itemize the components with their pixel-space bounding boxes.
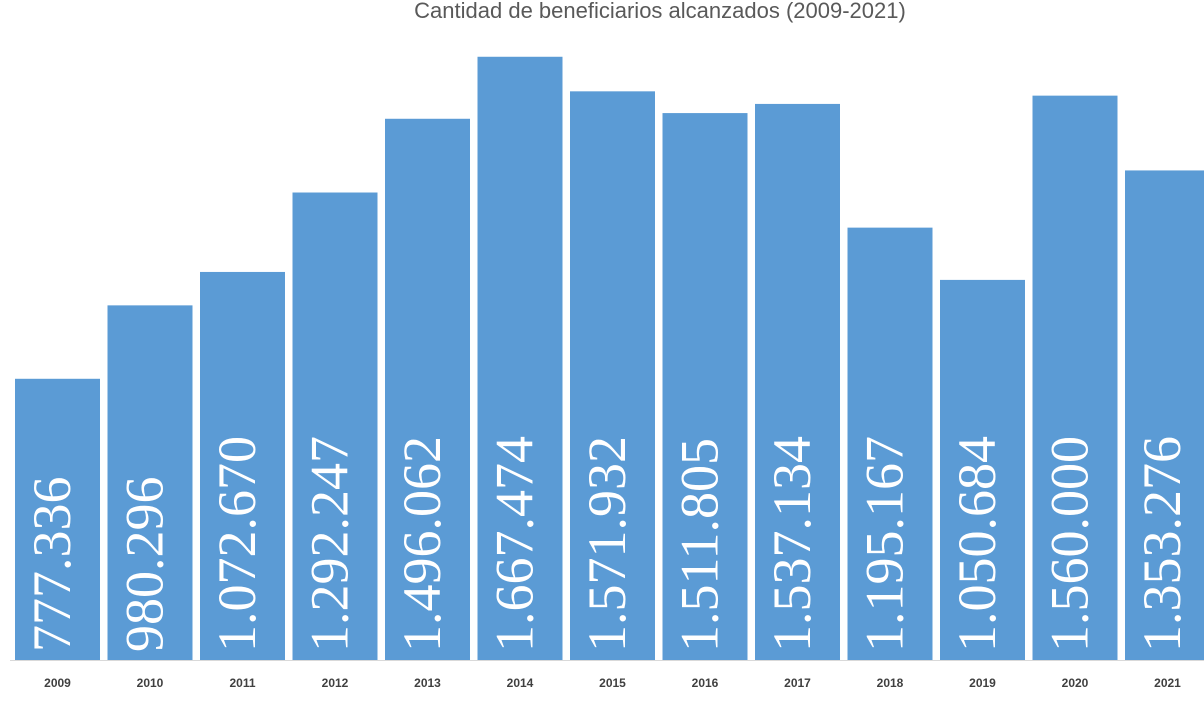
bar <box>570 91 655 660</box>
value-label: 1.292.247 <box>299 436 359 652</box>
x-tick-label: 2013 <box>414 676 441 690</box>
bar <box>107 305 193 660</box>
bar <box>1032 95 1118 661</box>
x-tick-label: 2020 <box>1062 676 1089 690</box>
bar <box>15 378 100 660</box>
x-tick-label: 2017 <box>784 676 811 690</box>
value-label: 1.560.000 <box>1039 436 1099 652</box>
x-tick-label: 2016 <box>692 676 719 690</box>
x-tick-label: 2010 <box>137 676 164 690</box>
x-tick-label: 2011 <box>229 676 255 690</box>
value-label: 1.072.670 <box>207 436 267 652</box>
x-tick-label: 2009 <box>44 676 71 690</box>
x-tick-label: 2018 <box>877 676 904 690</box>
value-label: 1.537.134 <box>762 436 822 652</box>
value-label: 777.336 <box>22 477 82 653</box>
bar <box>385 118 470 660</box>
bar <box>940 279 1025 660</box>
x-tick-label: 2021 <box>1154 676 1181 690</box>
bar <box>755 103 840 660</box>
value-label: 1.195.167 <box>854 436 914 652</box>
bar <box>477 56 563 660</box>
value-label: 1.353.276 <box>1132 436 1192 652</box>
bar <box>292 192 378 660</box>
value-label: 1.571.932 <box>577 436 637 652</box>
chart-title: Cantidad de beneficiarios alcanzados (20… <box>414 0 906 23</box>
value-label: 1.496.062 <box>392 436 452 652</box>
x-tick-label: 2012 <box>322 676 349 690</box>
x-tick-label: 2019 <box>969 676 996 690</box>
value-label: 1.050.684 <box>947 436 1007 652</box>
value-label: 980.296 <box>114 477 174 653</box>
bar <box>847 227 933 660</box>
bar <box>200 271 285 660</box>
value-label: 1.667.474 <box>484 436 544 652</box>
x-tick-label: 2014 <box>507 676 534 690</box>
x-tick-label: 2015 <box>599 676 626 690</box>
bar <box>662 113 748 661</box>
value-label: 1.511.805 <box>669 438 729 652</box>
bar <box>1125 170 1204 661</box>
